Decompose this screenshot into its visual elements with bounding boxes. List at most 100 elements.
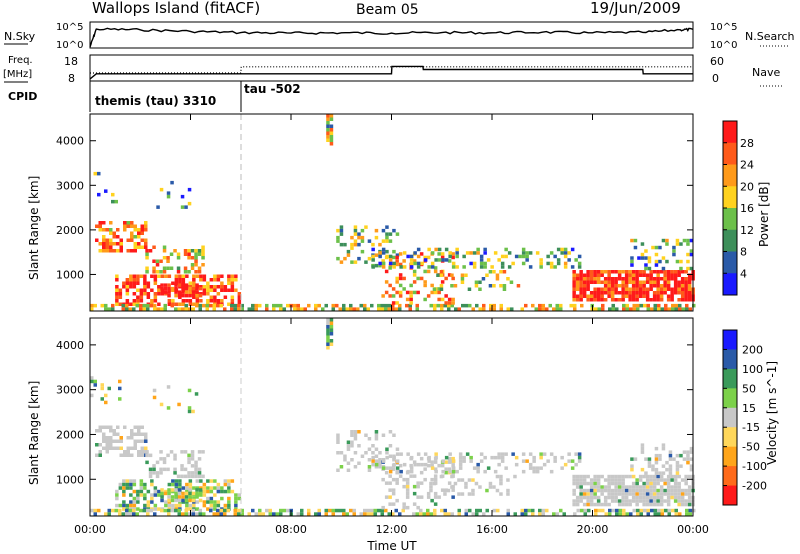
velocity-pixel: [458, 466, 463, 470]
velocity-pixel: [541, 512, 545, 516]
power-pixel: [670, 273, 674, 277]
velocity-pixel: [579, 478, 583, 482]
power-pixel: [479, 258, 484, 262]
power-pixel: [143, 274, 147, 278]
velocity-pixel: [174, 503, 179, 508]
power-pixel: [370, 303, 374, 308]
power-pixel: [638, 280, 643, 284]
power-pixel: [416, 247, 421, 252]
velocity-pixel: [475, 508, 479, 513]
power-pixel: [167, 286, 171, 291]
power-pixel: [600, 291, 604, 295]
freq-left-tick-top: 18: [64, 55, 78, 68]
velocity-pixel: [416, 495, 420, 499]
power-pixel: [649, 277, 653, 281]
velocity-pixel: [593, 488, 597, 493]
velocity-pixel: [520, 508, 524, 513]
power-pixel: [607, 277, 611, 281]
velocity-pixel: [378, 465, 382, 469]
velocity-pixel: [495, 474, 500, 479]
power-pixel: [216, 285, 221, 289]
power-pixel: [635, 291, 639, 295]
power-pixel: [223, 285, 228, 289]
velocity-pixel: [415, 512, 419, 516]
power-pixel: [181, 302, 186, 306]
power-pixel: [346, 249, 351, 254]
power-pixel: [575, 298, 580, 302]
velocity-pixel: [409, 474, 413, 478]
velocity-pixel: [279, 508, 283, 513]
velocity-pixel: [157, 493, 161, 497]
power-pixel: [350, 242, 354, 247]
velocity-pixel: [520, 512, 524, 516]
velocity-pixel: [146, 508, 150, 513]
velocity-pixel: [137, 450, 141, 454]
velocity-pixel: [406, 469, 410, 474]
velocity-pixel: [405, 484, 410, 489]
velocity-pixel: [402, 484, 406, 489]
power-pixel: [617, 277, 622, 281]
velocity-pixel: [391, 512, 395, 516]
velocity-pixel: [440, 463, 445, 468]
velocity-pixel: [433, 474, 438, 478]
power-pixel: [157, 285, 161, 289]
velocity-pixel: [95, 443, 99, 447]
velocity-pixel: [177, 491, 182, 496]
power-pixel: [157, 292, 161, 296]
velocity-pixel: [682, 450, 687, 454]
power-pixel: [381, 251, 386, 255]
velocity-pixel: [202, 489, 207, 494]
velocity-pixel: [145, 450, 149, 454]
power-pixel: [202, 278, 207, 282]
velocity-pixel: [173, 453, 177, 458]
velocity-pixel: [187, 457, 191, 461]
power-pixel: [371, 242, 375, 247]
velocity-pixel: [572, 492, 576, 496]
velocity-pixel: [673, 474, 678, 479]
velocity-pixel: [395, 498, 399, 503]
velocity-colorbar-swatch: [723, 388, 737, 409]
velocity-pixel: [650, 508, 654, 513]
power-pixel: [621, 291, 625, 295]
power-pixel: [673, 287, 678, 291]
power-pixel: [388, 239, 393, 243]
velocity-pixel: [420, 462, 424, 467]
velocity-pixel: [419, 456, 424, 461]
velocity-pixel: [467, 492, 472, 496]
power-pixel: [205, 303, 209, 308]
power-pixel: [356, 307, 360, 311]
power-pixel: [326, 117, 330, 121]
power-pixel: [658, 259, 662, 264]
power-pixel: [395, 232, 400, 236]
velocity-pixel: [628, 502, 632, 507]
power-pixel: [119, 242, 123, 246]
power-pixel: [500, 261, 505, 266]
velocity-pixel: [326, 335, 330, 339]
velocity-colorbar-swatch: [723, 485, 737, 506]
velocity-pixel: [349, 508, 353, 513]
power-pixel: [93, 171, 97, 176]
power-pixel: [670, 294, 674, 298]
power-pixel: [539, 258, 543, 262]
power-pixel: [116, 249, 120, 253]
power-pixel: [192, 281, 196, 285]
power-pixel: [163, 290, 168, 294]
velocity-pixel: [666, 474, 671, 479]
velocity-pixel: [374, 430, 379, 434]
velocity-pixel: [645, 488, 650, 493]
power-pixel: [644, 263, 648, 267]
velocity-pixel: [493, 455, 498, 460]
power-pixel: [144, 242, 148, 246]
velocity-pixel: [433, 467, 438, 471]
power-pixel: [191, 286, 196, 291]
velocity-pixel: [118, 386, 122, 391]
velocity-pixel: [412, 502, 417, 506]
velocity-pixel: [109, 443, 113, 447]
power-pixel: [145, 256, 149, 260]
velocity-pixel: [666, 478, 671, 482]
velocity-pixel: [521, 459, 526, 463]
power-pixel: [499, 284, 503, 288]
power-pixel: [395, 262, 399, 267]
